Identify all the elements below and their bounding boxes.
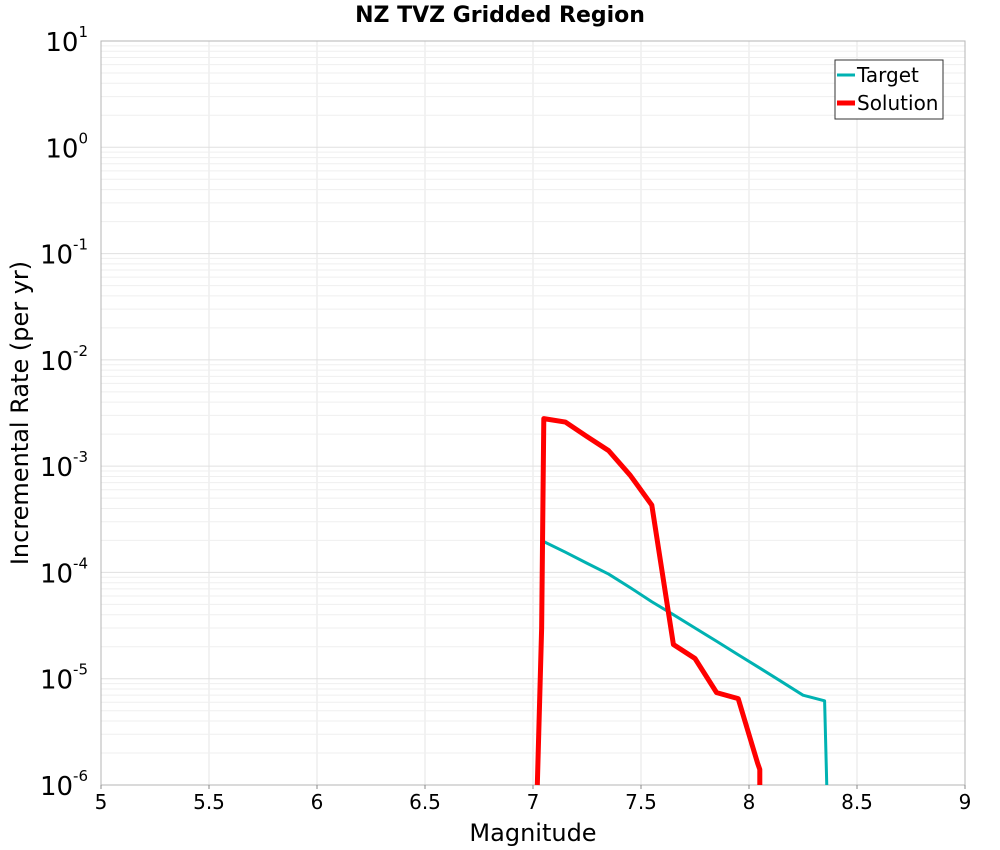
x-tick-label: 9 (959, 790, 972, 814)
y-tick-label: 101 (45, 23, 88, 58)
x-tick-label: 5 (95, 790, 108, 814)
grid (100, 41, 966, 786)
x-tick-label: 6 (311, 790, 324, 814)
chart-title: NZ TVZ Gridded Region (355, 3, 645, 28)
x-tick-label: 8.5 (841, 790, 873, 814)
y-axis-label: Incremental Rate (per yr) (6, 261, 34, 565)
x-tick-label: 7 (527, 790, 540, 814)
y-axis-ticks: 10-6 10-5 10-4 10-3 10-2 10-1 100 101 (40, 23, 88, 802)
x-tick-label: 8 (743, 790, 756, 814)
legend-label-solution: Solution (857, 91, 938, 115)
x-tick-label: 5.5 (193, 790, 225, 814)
x-tick-label: 6.5 (409, 790, 441, 814)
series-line-solution (534, 416, 763, 786)
y-tick-label: 10-3 (40, 448, 88, 483)
x-axis-label: Magnitude (469, 819, 596, 847)
x-tick-label: 7.5 (625, 790, 657, 814)
legend-label-target: Target (856, 63, 919, 87)
x-axis-ticks: 5 5.5 6 6.5 7 7.5 8 8.5 9 (95, 785, 972, 814)
series-line-target (543, 540, 829, 786)
y-tick-label: 10-1 (40, 236, 88, 271)
series-layer (534, 416, 829, 786)
legend-box (834, 59, 944, 120)
y-tick-label: 10-4 (40, 554, 88, 589)
y-tick-label: 10-5 (40, 661, 88, 696)
y-tick-label: 10-2 (40, 342, 88, 377)
y-tick-label: 10-6 (40, 767, 88, 802)
legend: Target Solution (834, 59, 944, 120)
y-tick-label: 100 (45, 129, 88, 164)
